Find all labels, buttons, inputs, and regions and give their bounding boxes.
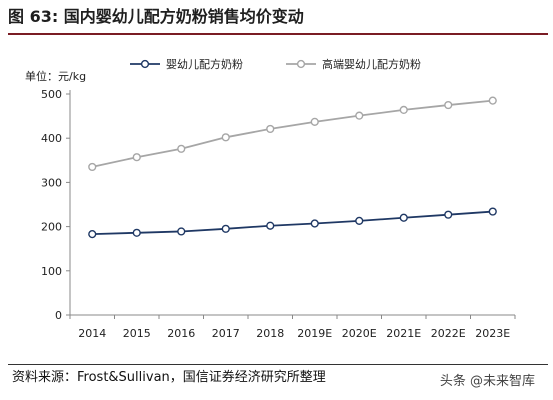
y-tick-label: 100 <box>41 265 62 278</box>
y-tick-label: 200 <box>41 221 62 234</box>
x-tick-label: 2014 <box>78 327 106 340</box>
data-point <box>399 105 408 115</box>
x-tick-label: 2022E <box>431 327 466 340</box>
x-tick-label: 2019E <box>297 327 332 340</box>
x-tick-label: 2020E <box>342 327 377 340</box>
source-divider <box>8 364 548 365</box>
data-point <box>88 162 97 172</box>
data-point <box>444 210 453 219</box>
data-point <box>488 96 497 105</box>
data-point <box>310 117 319 126</box>
y-tick-label: 300 <box>41 176 62 189</box>
line-chart: 单位：元/kg 0 100 200 300 400 500 2014 2015 2016 2017 2… <box>25 57 516 340</box>
figure-title: 图 63: 国内婴幼儿配方奶粉销售均价变动 <box>8 7 304 26</box>
data-point <box>310 219 319 228</box>
data-point <box>399 213 408 222</box>
unit-label: 单位：元/kg <box>25 69 86 83</box>
data-point <box>132 153 141 162</box>
series-line-0 <box>92 210 493 236</box>
legend-marker <box>296 59 306 69</box>
x-tick-label: 2018 <box>256 327 284 340</box>
legend-label: 婴幼儿配方奶粉 <box>166 57 243 71</box>
y-tick-label: 400 <box>41 132 62 145</box>
data-point <box>132 228 141 237</box>
x-tick-label: 2023E <box>475 327 510 340</box>
x-tick-label: 2016 <box>167 327 195 340</box>
data-point <box>221 224 230 233</box>
series-line-1 <box>92 99 493 168</box>
y-tick-label: 0 <box>55 309 62 322</box>
x-tick-label: 2021E <box>386 327 421 340</box>
legend-marker <box>140 59 150 69</box>
data-point <box>266 124 275 134</box>
watermark-text: 头条 @未来智库 <box>439 374 535 389</box>
x-tick-label: 2017 <box>212 327 240 340</box>
data-point <box>88 230 97 239</box>
source-note: 资料来源：Frost&Sullivan，国信证券经济研究所整理 <box>12 370 326 385</box>
data-point <box>488 207 497 216</box>
data-point <box>266 221 275 230</box>
y-tick-label: 500 <box>41 88 62 101</box>
data-point <box>177 227 186 236</box>
data-point <box>355 216 364 225</box>
data-point <box>444 100 453 110</box>
data-point <box>355 111 364 120</box>
x-tick-label: 2015 <box>123 327 151 340</box>
legend-label: 高端婴幼儿配方奶粉 <box>322 57 421 71</box>
data-point <box>177 144 186 153</box>
data-point <box>221 133 230 142</box>
title-divider <box>8 33 548 35</box>
